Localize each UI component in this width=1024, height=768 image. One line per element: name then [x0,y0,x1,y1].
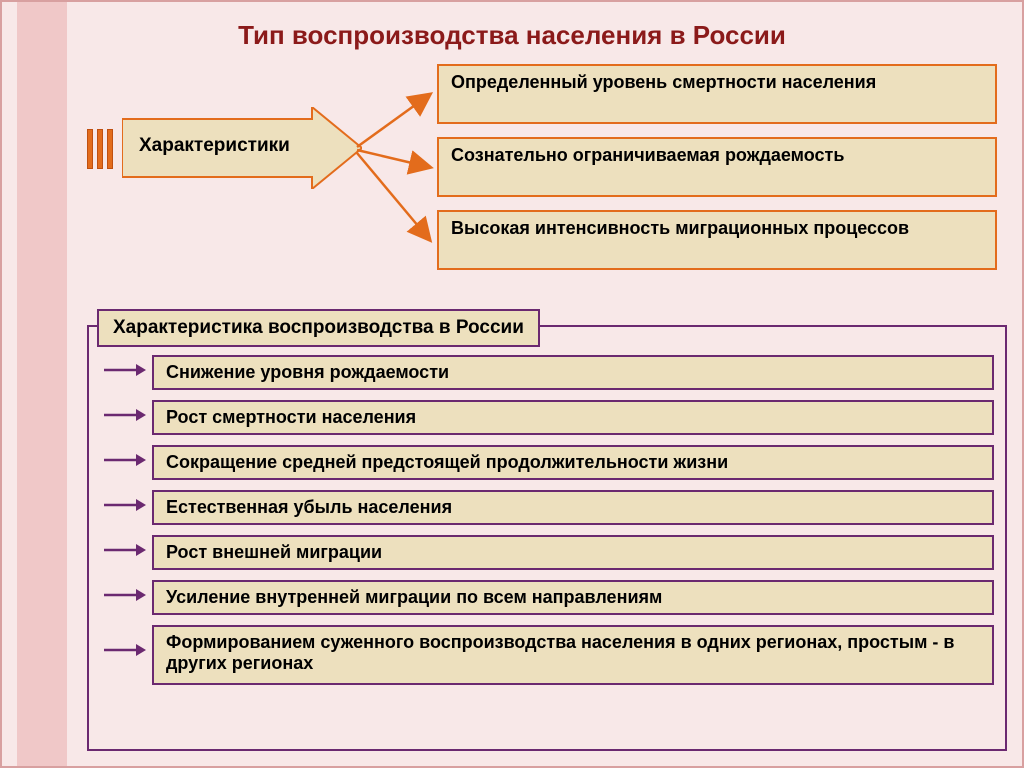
arrow-icon [104,642,146,658]
list-item-3: Сокращение средней предстоящей продолжит… [152,445,994,480]
arrow-icon [104,542,146,558]
list-item-2: Рост смертности населения [152,400,994,435]
list-item-1: Снижение уровня рождаемости [152,355,994,390]
list-item-4: Естественная убыль населения [152,490,994,525]
left-stripe [17,2,67,766]
list-item-6: Усиление внутренней миграции по всем нап… [152,580,994,615]
arrow-icon [104,362,146,378]
characteristics-label: Характеристики [139,135,290,157]
page-title: Тип воспроизводства населения в России [2,20,1022,51]
arrow-icon [104,452,146,468]
arrow-icon [104,497,146,513]
arrow-icon [104,407,146,423]
arrow-icon [104,587,146,603]
char-target-2: Сознательно ограничиваемая рождаемость [437,137,997,197]
slide-frame: Тип воспроизводства населения в России Х… [0,0,1024,768]
deco-bars [87,129,117,169]
section2-title: Характеристика воспроизводства в России [97,309,540,347]
char-target-1: Определенный уровень смертности населени… [437,64,997,124]
char-target-3: Высокая интенсивность миграционных проце… [437,210,997,270]
list-item-5: Рост внешней миграции [152,535,994,570]
list-item-7: Формированием суженного воспроизводства … [152,625,994,685]
